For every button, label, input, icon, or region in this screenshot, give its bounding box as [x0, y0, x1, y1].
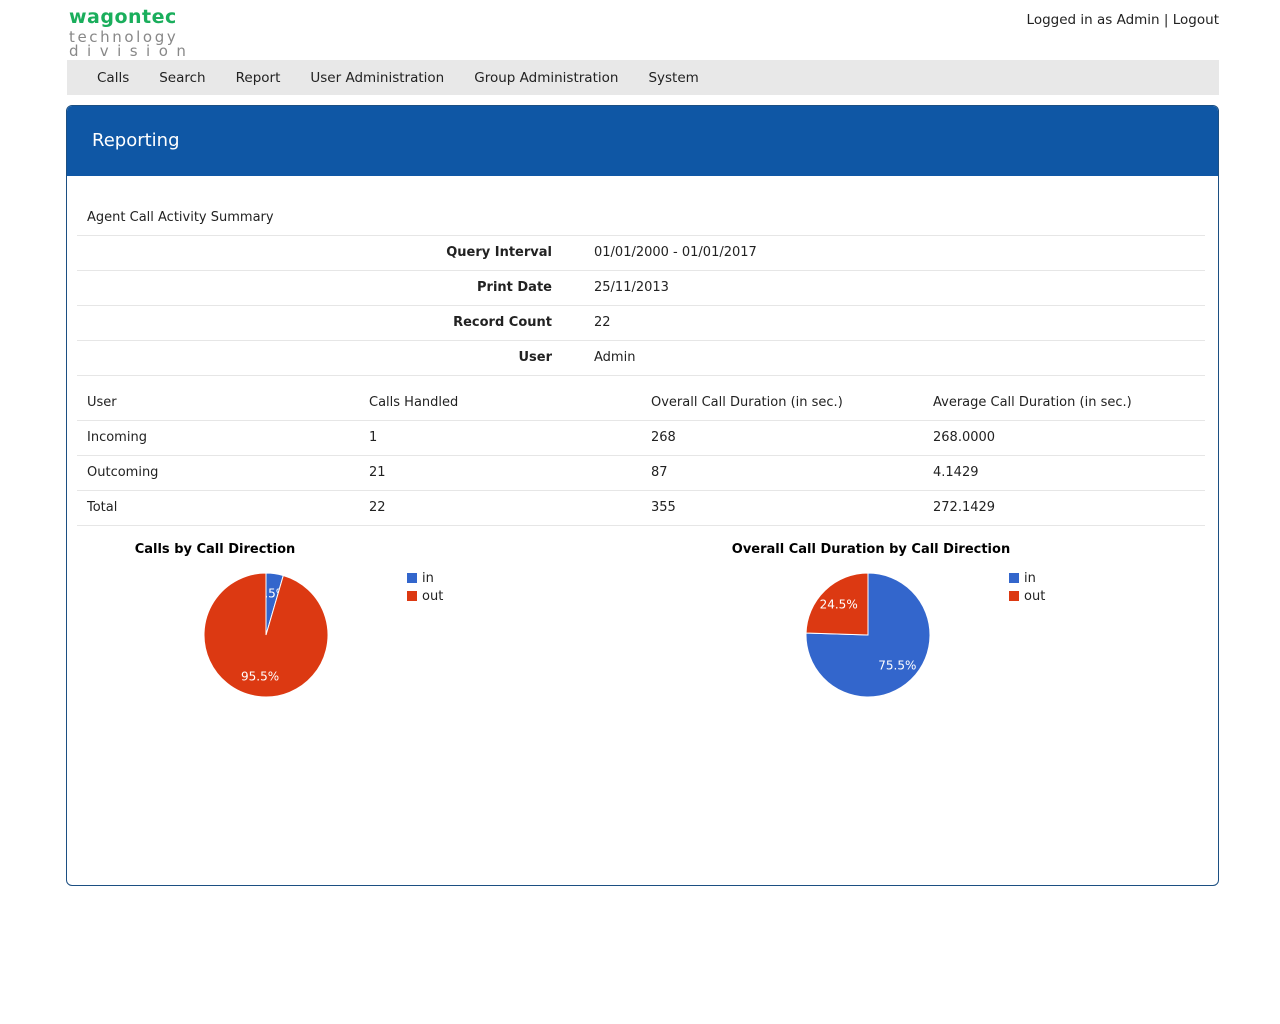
table-cell: Total: [87, 500, 118, 515]
separator: |: [1163, 12, 1169, 28]
value-label: 75.5%: [878, 658, 916, 672]
table-row: Total 22 355 272.1429: [77, 490, 1205, 526]
detail-row: Record Count 22: [77, 305, 1205, 341]
detail-label: Print Date: [477, 280, 552, 295]
detail-label: Query Interval: [446, 245, 552, 260]
chart-title: Calls by Call Direction: [135, 542, 296, 557]
logout[interactable]: Logout: [1172, 12, 1219, 28]
nav-item[interactable]: Report: [235, 69, 281, 86]
legend-swatch: [1009, 573, 1019, 583]
pie-slice: [805, 572, 869, 636]
column-header: Overall Call Duration (in sec.): [651, 395, 843, 410]
legend-swatch: [407, 573, 417, 583]
nav-item[interactable]: Group Administration: [474, 69, 619, 86]
detail-label: User: [518, 350, 552, 365]
nav-item[interactable]: System: [648, 69, 699, 86]
value-label: 95.5%: [241, 670, 279, 684]
logo-sub: technology: [69, 28, 179, 46]
nav-bar: Calls Search Report User Administration Grou…: [67, 60, 1219, 95]
logo: wagontec: [69, 6, 177, 28]
detail-value: 01/01/2000 - 01/01/2017: [594, 245, 757, 260]
nav-item[interactable]: User Administration: [310, 69, 445, 86]
detail-value: 22: [594, 315, 611, 330]
legend-label: in: [422, 571, 434, 586]
panel-title: Reporting: [67, 106, 1218, 176]
legend-swatch: [407, 591, 417, 601]
panel: Reporting Agent Call Activity Summary Que…: [66, 105, 1219, 886]
detail-value: Admin: [594, 350, 636, 365]
table-cell: 268: [651, 430, 676, 445]
detail-value: 25/11/2013: [594, 280, 669, 295]
table-cell: 268.0000: [933, 430, 996, 445]
summary-title-row: Agent Call Activity Summary: [77, 200, 1205, 236]
legend-swatch: [1009, 591, 1019, 601]
table-row: Outcoming 21 87 4.1429: [77, 455, 1205, 491]
user-bar: Logged in as Admin | Logout: [1027, 12, 1219, 28]
table-cell: 355: [651, 500, 676, 515]
detail-label: Record Count: [453, 315, 552, 330]
pie-slice: [203, 572, 329, 698]
table-cell: 272.1429: [933, 500, 996, 515]
detail-row: Query Interval 01/01/2000 - 01/01/2017: [77, 235, 1205, 271]
table-cell: 4.1429: [933, 465, 979, 480]
column-header: Average Call Duration (in sec.): [933, 395, 1132, 410]
chart-title: Overall Call Duration by Call Direction: [732, 542, 1010, 557]
table-cell: 22: [369, 500, 386, 515]
logo-sub: division: [69, 42, 195, 60]
table-cell: 21: [369, 465, 386, 480]
legend-label: in: [1024, 571, 1036, 586]
table-header: User Calls Handled Overall Call Duration (…: [77, 385, 1205, 421]
table-row: Incoming 1 268 268.0000: [77, 420, 1205, 456]
nav-item[interactable]: Search: [159, 69, 206, 86]
nav-item[interactable]: Calls: [97, 69, 130, 86]
column-header: User: [87, 395, 117, 410]
legend-label: out: [1024, 589, 1045, 604]
table-cell: 87: [651, 465, 668, 480]
detail-row: User Admin: [77, 340, 1205, 376]
summary-title: Agent Call Activity Summary: [87, 210, 274, 225]
table-cell: Outcoming: [87, 465, 159, 480]
detail-row: Print Date 25/11/2013: [77, 270, 1205, 306]
column-header: Calls Handled: [369, 395, 459, 410]
legend-label: out: [422, 589, 443, 604]
table-cell: 1: [369, 430, 378, 445]
charts: Calls by Call Direction4.5%in95.5%outOve…: [135, 542, 1045, 698]
value-label: 24.5%: [820, 598, 858, 612]
table-cell: Incoming: [87, 430, 147, 445]
user-text: Logged in as Admin: [1026, 12, 1160, 28]
